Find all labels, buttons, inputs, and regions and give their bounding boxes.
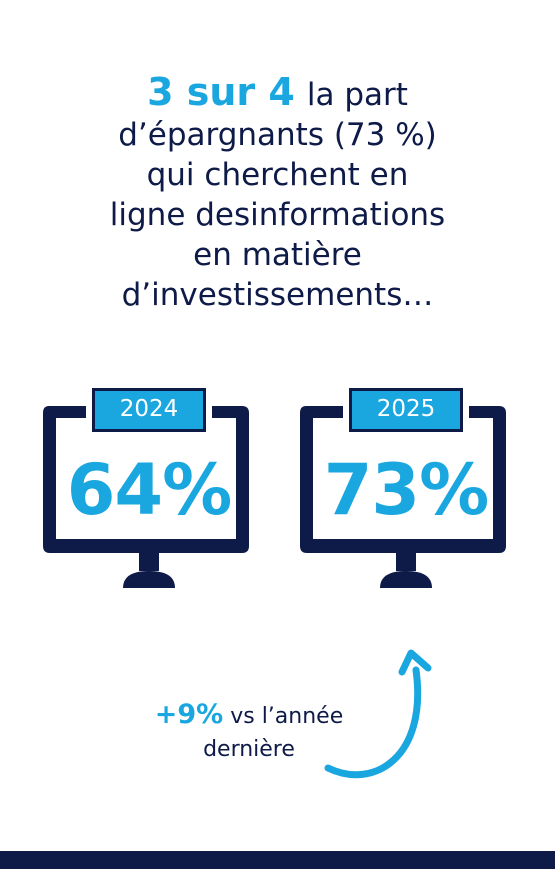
headline-line-4: ligne desinformations (109, 197, 446, 233)
year-badge: 2025 (376, 396, 436, 422)
year-badge: 2024 (119, 396, 179, 422)
percent-value: 73% (323, 449, 490, 531)
headline-line-6: d’investissements… (121, 277, 434, 313)
monitor-2024: 2024 64% (43, 382, 255, 592)
monitor-icon (300, 382, 506, 588)
comparison-note: +9% vs l’année dernière (118, 698, 380, 766)
headline-line-3: qui cherchent en (146, 157, 409, 193)
headline-highlight: 3 sur 4 (147, 70, 295, 114)
headline-line-1: 3 sur 4 la part (0, 72, 555, 115)
monitor-icon (43, 382, 249, 588)
headline-line-5: en matière (193, 237, 362, 273)
monitor-2025: 2025 73% (300, 382, 512, 592)
footer-band (0, 851, 555, 869)
headline-line-2: d’épargnants (73 %) (118, 117, 437, 153)
headline-line-1-text: la part (306, 77, 408, 113)
delta-value: +9% (154, 699, 224, 730)
comparison-text-1: vs l’année (230, 704, 344, 729)
comparison-text-2: dernière (203, 737, 295, 762)
headline: 3 sur 4 la part d’épargnants (73 %) qui c… (0, 72, 555, 315)
percent-value: 64% (66, 449, 233, 531)
curved-up-arrow-icon (324, 649, 432, 779)
